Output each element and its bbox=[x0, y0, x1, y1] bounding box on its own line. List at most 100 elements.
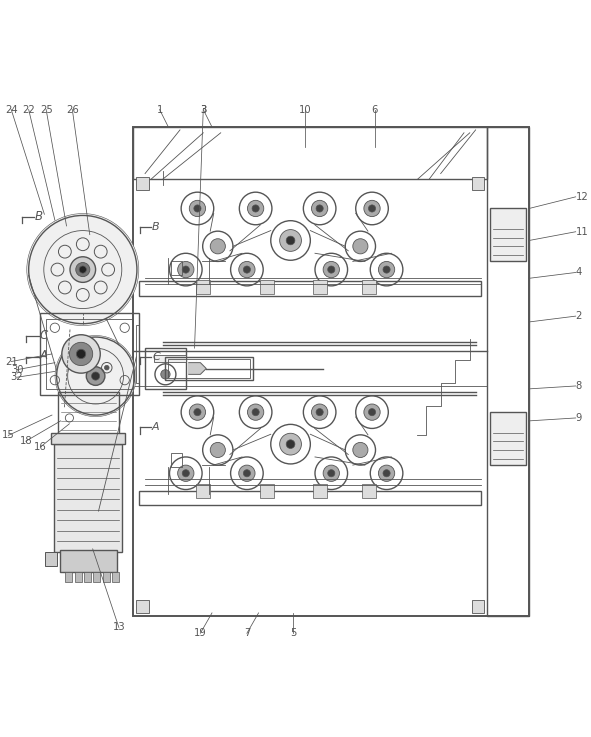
Bar bbox=[260, 483, 274, 497]
Circle shape bbox=[316, 205, 323, 212]
Circle shape bbox=[55, 335, 136, 416]
Bar bbox=[40, 313, 139, 395]
Bar bbox=[93, 572, 100, 582]
Text: 2: 2 bbox=[576, 311, 582, 321]
Text: 26: 26 bbox=[66, 105, 79, 114]
Circle shape bbox=[62, 335, 100, 373]
Bar bbox=[45, 552, 57, 566]
Bar bbox=[137, 600, 149, 613]
Circle shape bbox=[364, 404, 380, 420]
Circle shape bbox=[286, 440, 295, 449]
Text: 25: 25 bbox=[40, 105, 53, 114]
Text: 21: 21 bbox=[5, 357, 18, 366]
Circle shape bbox=[210, 442, 225, 458]
Circle shape bbox=[70, 256, 96, 282]
Bar bbox=[137, 177, 149, 190]
Text: 8: 8 bbox=[576, 381, 582, 391]
Circle shape bbox=[161, 370, 170, 379]
Bar bbox=[171, 261, 181, 276]
Text: 30: 30 bbox=[11, 365, 23, 374]
Bar bbox=[74, 572, 82, 582]
Polygon shape bbox=[189, 363, 206, 374]
Text: C: C bbox=[152, 352, 160, 363]
Circle shape bbox=[323, 465, 339, 481]
Circle shape bbox=[252, 408, 259, 416]
Text: 11: 11 bbox=[576, 227, 589, 237]
Circle shape bbox=[210, 239, 225, 254]
Text: 16: 16 bbox=[34, 442, 47, 452]
Circle shape bbox=[383, 266, 390, 273]
Bar bbox=[145, 348, 186, 389]
Bar bbox=[196, 280, 210, 294]
Circle shape bbox=[69, 342, 93, 366]
Circle shape bbox=[182, 266, 189, 273]
Circle shape bbox=[194, 408, 201, 416]
Circle shape bbox=[105, 366, 109, 370]
Circle shape bbox=[378, 465, 395, 481]
Circle shape bbox=[239, 465, 255, 481]
Text: 4: 4 bbox=[576, 268, 582, 277]
Bar bbox=[165, 357, 253, 380]
Bar bbox=[46, 319, 134, 389]
Bar bbox=[112, 572, 119, 582]
Text: 32: 32 bbox=[11, 372, 24, 383]
Circle shape bbox=[189, 200, 206, 217]
Text: A: A bbox=[39, 349, 47, 362]
Circle shape bbox=[323, 262, 339, 278]
Text: 1: 1 bbox=[157, 105, 163, 114]
Circle shape bbox=[364, 200, 380, 217]
Circle shape bbox=[327, 266, 335, 273]
Bar bbox=[472, 177, 485, 190]
Circle shape bbox=[194, 205, 201, 212]
Circle shape bbox=[327, 469, 335, 477]
Bar bbox=[196, 483, 210, 497]
Circle shape bbox=[189, 404, 206, 420]
Bar bbox=[472, 600, 485, 613]
Text: B: B bbox=[35, 209, 43, 223]
Text: B: B bbox=[152, 222, 160, 231]
Circle shape bbox=[311, 200, 328, 217]
Circle shape bbox=[353, 442, 368, 458]
Text: 22: 22 bbox=[22, 105, 35, 114]
Bar bbox=[490, 209, 526, 261]
Bar bbox=[134, 127, 529, 616]
Circle shape bbox=[316, 408, 323, 416]
Text: C: C bbox=[39, 329, 47, 342]
Bar bbox=[54, 444, 122, 552]
Circle shape bbox=[239, 262, 255, 278]
Circle shape bbox=[311, 404, 328, 420]
Bar bbox=[313, 483, 327, 497]
Circle shape bbox=[76, 262, 90, 276]
Circle shape bbox=[248, 404, 264, 420]
Bar bbox=[137, 325, 139, 383]
Circle shape bbox=[79, 266, 86, 273]
Circle shape bbox=[353, 239, 368, 254]
Text: 7: 7 bbox=[243, 628, 250, 638]
Text: 19: 19 bbox=[194, 628, 207, 638]
Bar bbox=[490, 412, 526, 464]
Circle shape bbox=[252, 205, 259, 212]
Text: 6: 6 bbox=[372, 105, 378, 114]
Circle shape bbox=[383, 469, 390, 477]
Bar bbox=[171, 453, 181, 467]
Text: 18: 18 bbox=[20, 436, 32, 446]
Bar bbox=[51, 433, 125, 444]
Bar bbox=[313, 280, 327, 294]
Circle shape bbox=[243, 469, 251, 477]
Bar bbox=[84, 572, 91, 582]
Bar bbox=[362, 280, 376, 294]
Text: 3: 3 bbox=[200, 105, 206, 114]
Text: 10: 10 bbox=[299, 105, 311, 114]
Circle shape bbox=[76, 349, 86, 359]
Circle shape bbox=[92, 372, 100, 380]
Circle shape bbox=[378, 262, 395, 278]
Circle shape bbox=[248, 200, 264, 217]
Bar bbox=[139, 491, 482, 506]
Bar bbox=[134, 127, 487, 179]
Circle shape bbox=[243, 266, 251, 273]
Bar bbox=[66, 572, 72, 582]
Bar bbox=[139, 282, 482, 296]
Circle shape bbox=[368, 205, 376, 212]
Circle shape bbox=[368, 408, 376, 416]
Text: 24: 24 bbox=[5, 105, 18, 114]
